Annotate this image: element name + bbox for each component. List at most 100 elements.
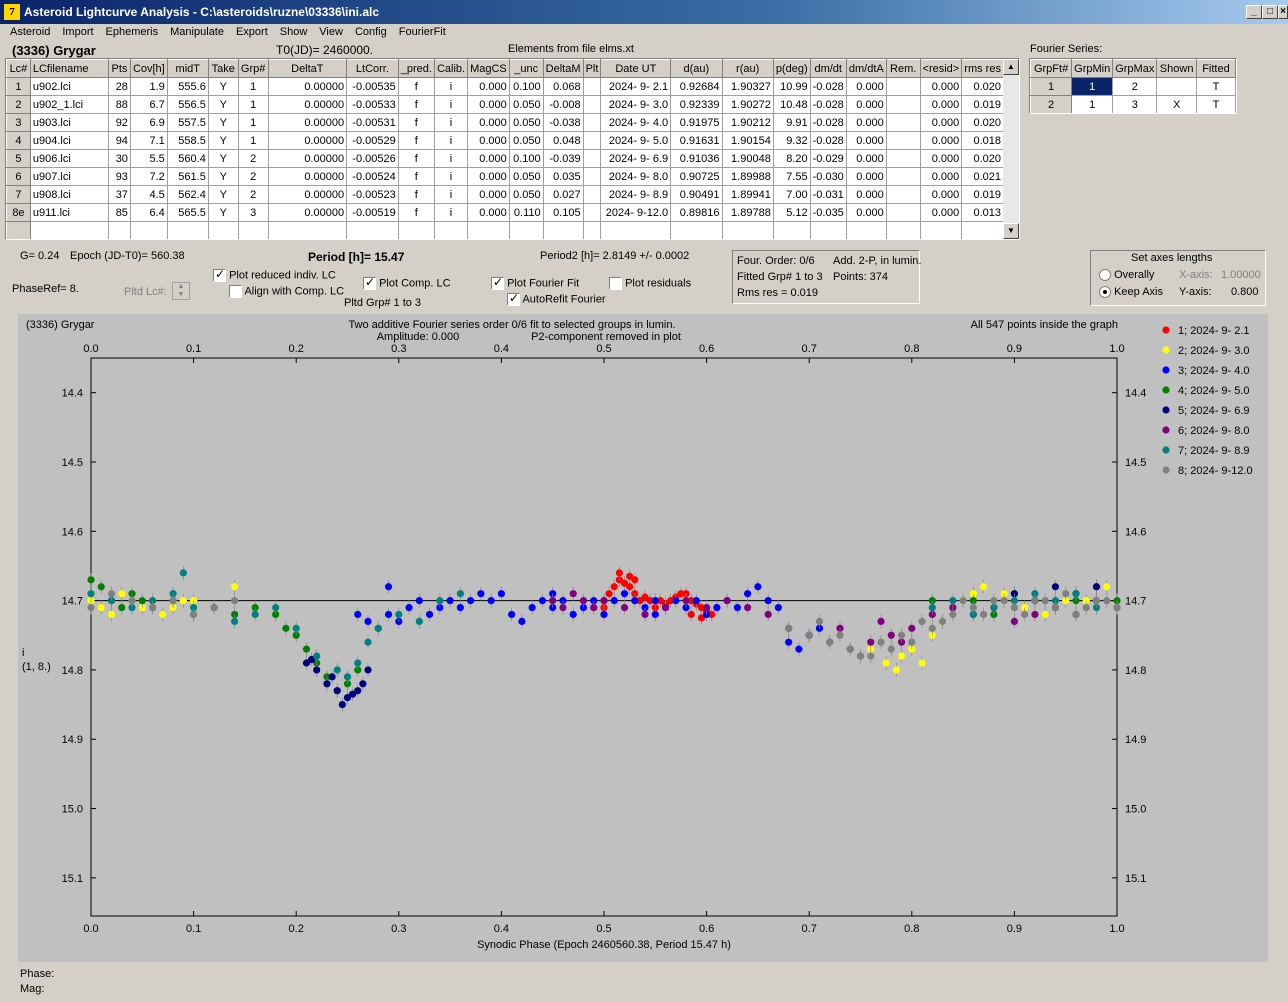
lc-cell[interactable]: -0.028 [809,77,847,96]
lc-cell[interactable]: f [397,203,435,222]
lc-cell[interactable]: 0.00000 [267,167,348,186]
lc-row-header[interactable]: 7 [6,185,31,204]
lc-cell[interactable]: -0.038 [542,113,584,132]
lc-cell[interactable]: f [397,149,435,168]
lc-cell[interactable] [267,221,348,239]
lc-cell[interactable]: u902.lci [29,77,110,96]
lc-cell[interactable]: -0.00535 [346,77,399,96]
menu-view[interactable]: View [319,26,343,38]
lc-cell[interactable]: Y [207,113,239,132]
lc-cell[interactable]: 0.000 [919,95,963,114]
plot-fourier-box[interactable] [491,275,504,290]
lc-cell[interactable]: 0.018 [961,131,1004,150]
lc-cell[interactable]: -0.028 [809,113,847,132]
lc-cell[interactable]: 2 [237,149,269,168]
lc-cell[interactable] [885,203,921,222]
menu-fourierfit[interactable]: FourierFit [398,26,446,38]
lc-table-row[interactable]: 3 u903.lci 92 6.9 557.5 Y 1 0.00000 -0.00531 f i 0.… [6,113,1004,132]
plot-comp-checkbox[interactable]: Plot Comp. LC [363,275,451,290]
lc-col-header[interactable]: MagCS [467,59,510,78]
lc-cell[interactable]: 0.100 [508,149,544,168]
menu-show[interactable]: Show [279,26,308,38]
period-value[interactable]: Period [h]= 15.47 [308,250,405,264]
lc-cell[interactable] [600,221,672,239]
fourier-cell[interactable]: T [1195,95,1236,113]
plot-residuals-box[interactable] [609,277,622,290]
lc-cell[interactable] [809,221,847,239]
lc-cell[interactable]: 2024- 9- 2.1 [600,77,672,96]
lc-cell[interactable]: 0.000 [919,113,963,132]
overally-radio-dot[interactable] [1099,269,1111,282]
lc-cell[interactable]: i [433,131,469,150]
lc-cell[interactable]: 3 [237,203,269,222]
lc-cell[interactable]: -0.030 [809,167,847,186]
lc-col-header[interactable]: DeltaM [542,59,584,78]
lc-cell[interactable]: f [397,167,435,186]
lc-cell[interactable]: 0.019 [961,95,1004,114]
plot-residuals-checkbox[interactable]: Plot residuals [609,277,691,290]
lc-cell[interactable]: -0.00531 [346,113,399,132]
lc-cell[interactable]: 0.020 [961,113,1004,132]
lc-cell[interactable] [237,221,269,239]
autorefit-box[interactable] [507,291,520,306]
lc-cell[interactable]: 2024- 9- 8.9 [600,185,672,204]
lc-cell[interactable] [542,221,584,239]
lc-cell[interactable] [467,221,510,239]
lc-cell[interactable]: i [433,149,469,168]
lc-cell[interactable]: 0.000 [919,149,963,168]
lc-col-header[interactable]: rms res [961,59,1004,78]
lc-table-row[interactable]: 8e u911.lci 85 6.4 565.5 Y 3 0.00000 -0.00519 f i 0… [6,203,1004,222]
lc-cell[interactable]: -0.039 [542,149,584,168]
lc-cell[interactable]: i [433,95,469,114]
lc-cell[interactable] [885,167,921,186]
lc-col-header[interactable]: midT [166,59,209,78]
lc-cell[interactable]: -0.00524 [346,167,399,186]
lc-cell[interactable]: 1.90272 [721,95,774,114]
lc-col-header[interactable]: Lc# [6,59,31,78]
lc-cell[interactable]: Y [207,185,239,204]
lc-cell[interactable] [885,131,921,150]
lc-cell[interactable]: 0.000 [845,185,887,204]
lc-cell[interactable]: 558.5 [166,131,209,150]
lc-cell[interactable]: 0.027 [542,185,584,204]
menu-config[interactable]: Config [354,26,387,38]
lc-cell[interactable]: 0.91631 [670,131,723,150]
lc-cell[interactable] [582,131,602,150]
lc-cell[interactable]: 1 [237,131,269,150]
fourier-cell[interactable]: 1 [1071,95,1114,113]
lc-col-header[interactable]: DeltaT [267,59,348,78]
lc-row-header[interactable]: 8e [6,203,31,222]
lc-cell[interactable]: 0.000 [919,167,963,186]
lc-col-header[interactable]: dm/dt [809,59,847,78]
yaxis-value[interactable]: 0.800 [1231,286,1259,298]
lc-cell[interactable] [508,221,544,239]
close-button[interactable]: × [1278,5,1288,19]
lc-cell[interactable]: 0.00000 [267,185,348,204]
align-comp-checkbox[interactable]: Align with Comp. LC [229,285,344,298]
lc-cell[interactable]: 0.000 [467,95,510,114]
lc-cell[interactable]: f [397,185,435,204]
lc-row-header[interactable]: 5 [6,149,31,168]
lc-cell[interactable]: 6.4 [129,203,168,222]
lc-cell[interactable]: i [433,167,469,186]
lc-cell[interactable]: 5.5 [129,149,168,168]
lc-cell[interactable]: 557.5 [166,113,209,132]
lc-cell[interactable]: 562.4 [166,185,209,204]
lc-cell[interactable]: u906.lci [29,149,110,168]
menu-asteroid[interactable]: Asteroid [10,26,51,38]
lc-cell[interactable]: f [397,95,435,114]
lc-cell[interactable]: 0.00000 [267,113,348,132]
lc-cell[interactable]: 0.91036 [670,149,723,168]
fourier-cell[interactable]: T [1195,77,1236,96]
lc-cell[interactable]: 0.013 [961,203,1004,222]
lc-col-header[interactable]: d(au) [670,59,723,78]
fourier-cell[interactable]: 3 [1112,95,1158,113]
lc-cell[interactable]: f [397,113,435,132]
lc-cell[interactable]: 2024- 9- 5.0 [600,131,672,150]
lc-cell[interactable]: 0.050 [508,185,544,204]
lc-cell[interactable]: u902_1.lci [29,95,110,114]
lc-cell[interactable]: 7.55 [772,167,811,186]
lc-col-header[interactable]: LCfilename [29,59,110,78]
autorefit-checkbox[interactable]: AutoRefit Fourier [507,291,606,306]
